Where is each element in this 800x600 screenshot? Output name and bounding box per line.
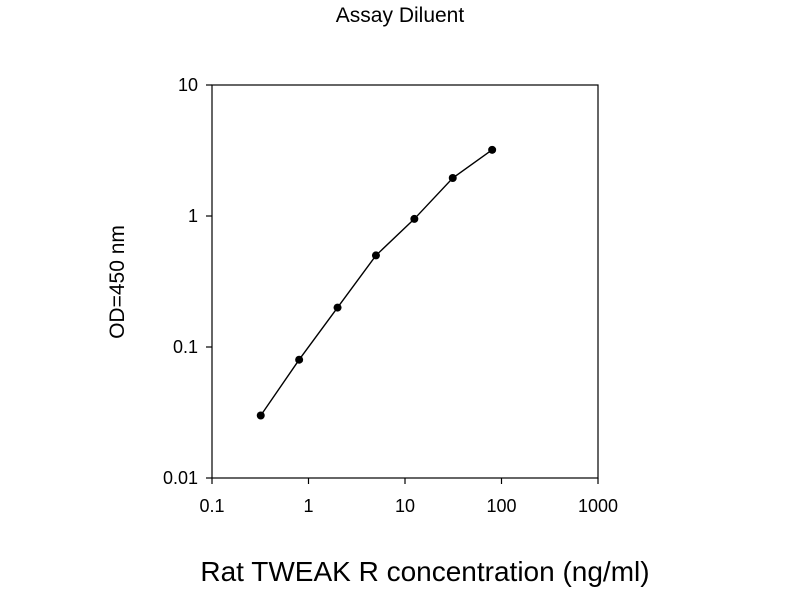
- data-point: [256, 411, 265, 420]
- y-tick-label: 10: [178, 75, 198, 95]
- x-tick-label: 1000: [578, 496, 618, 516]
- x-tick-label: 100: [486, 496, 516, 516]
- y-tick-label: 0.1: [173, 337, 198, 357]
- data-point: [295, 355, 304, 364]
- series-line: [260, 149, 493, 416]
- data-point: [448, 174, 457, 183]
- y-tick-label: 0.01: [163, 468, 198, 488]
- y-axis-label: OD=450 nm: [106, 225, 129, 339]
- x-tick-label: 1: [303, 496, 313, 516]
- x-axis-label: Rat TWEAK R concentration (ng/ml): [200, 556, 650, 587]
- x-tick-label: 0.1: [199, 496, 224, 516]
- plot-area: [211, 84, 599, 479]
- data-point: [371, 251, 380, 260]
- plot-frame: [211, 84, 599, 479]
- data-series: [256, 145, 497, 420]
- y-tick-label: 1: [188, 206, 198, 226]
- data-point: [410, 214, 419, 223]
- data-point: [333, 303, 342, 312]
- x-tick-label: 10: [395, 496, 415, 516]
- data-point: [488, 145, 497, 154]
- chart-title: Assay Diluent: [335, 4, 465, 27]
